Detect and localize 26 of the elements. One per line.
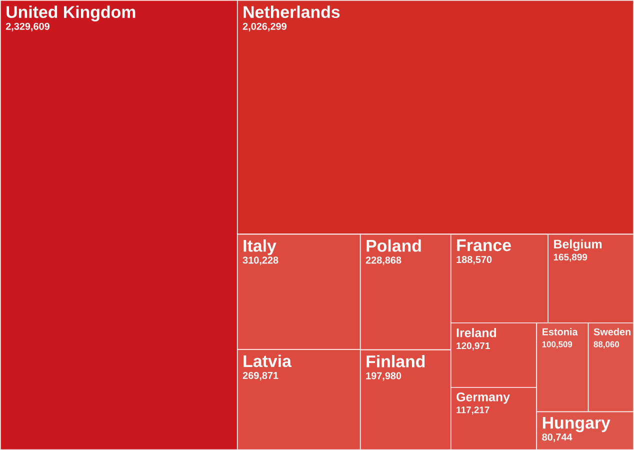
data-label: 269,871 — [242, 372, 278, 380]
data-label: 228,868 — [366, 256, 402, 266]
data-label: 197,980 — [366, 372, 402, 381]
category-label: Poland — [366, 239, 421, 252]
category-label: Latvia — [244, 354, 292, 368]
category-label: France — [457, 239, 511, 252]
data-label: 120,971 — [456, 342, 490, 350]
data-label: 188,570 — [456, 256, 492, 264]
category-label: Sweden — [594, 328, 630, 336]
category-label: Belgium — [554, 239, 602, 251]
category-label: Hungary — [542, 416, 610, 432]
category-label: Netherlands — [244, 5, 340, 18]
data-label: 100,509 — [542, 341, 572, 348]
category-label: Ireland — [456, 328, 496, 338]
category-label: Germany — [456, 392, 510, 404]
data-label: 80,744 — [542, 433, 572, 442]
category-label: Italy — [244, 239, 276, 256]
data-label: 165,899 — [554, 254, 588, 262]
data-label: 2,026,299 — [242, 22, 286, 32]
data-label: 88,060 — [594, 341, 620, 348]
category-label: United Kingdom — [6, 5, 136, 22]
data-label: 310,228 — [242, 256, 278, 266]
category-label: Finland — [366, 354, 425, 368]
category-label: Estonia — [542, 328, 578, 336]
data-label: 2,329,609 — [6, 22, 50, 32]
data-label: 117,217 — [456, 406, 490, 415]
